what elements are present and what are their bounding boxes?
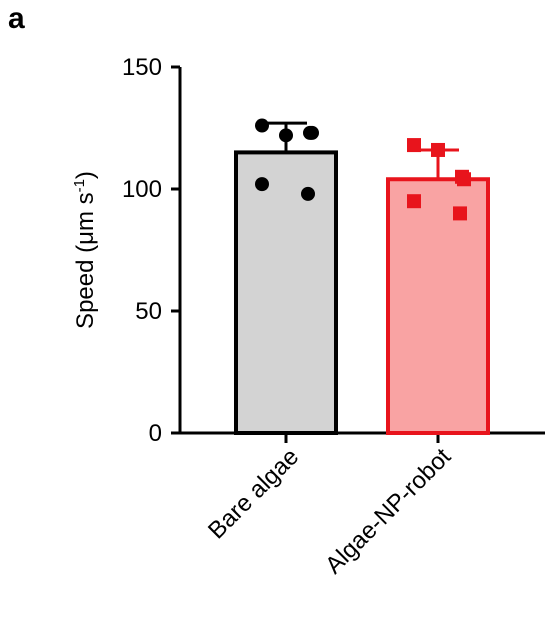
data-point	[457, 172, 471, 187]
bar	[234, 150, 338, 435]
data-point	[431, 142, 445, 157]
panel-label: a	[8, 2, 25, 35]
y-tick-label: 0	[149, 420, 162, 447]
data-point	[255, 177, 269, 192]
data-point	[305, 125, 319, 140]
data-point	[279, 128, 293, 143]
bar-group	[234, 118, 338, 435]
data-point	[453, 206, 467, 221]
x-tick-label: Bare algae	[203, 443, 304, 544]
data-point	[407, 138, 421, 153]
y-tick-label: 50	[135, 298, 162, 325]
x-tick-label: Algae-NP-robot	[320, 443, 456, 579]
data-point	[255, 118, 269, 133]
data-point	[407, 194, 421, 209]
y-axis-title: Speed (μm s-1)	[71, 171, 99, 329]
y-tick-label: 150	[122, 54, 162, 81]
data-point	[301, 186, 315, 201]
x-axis: Bare algae Algae-NP-robot	[179, 431, 545, 579]
bar	[386, 177, 490, 435]
bar-group	[386, 138, 490, 435]
y-tick-label: 100	[122, 176, 162, 203]
y-axis: 0 50 100 150 Speed (μm s-1)	[71, 54, 182, 447]
